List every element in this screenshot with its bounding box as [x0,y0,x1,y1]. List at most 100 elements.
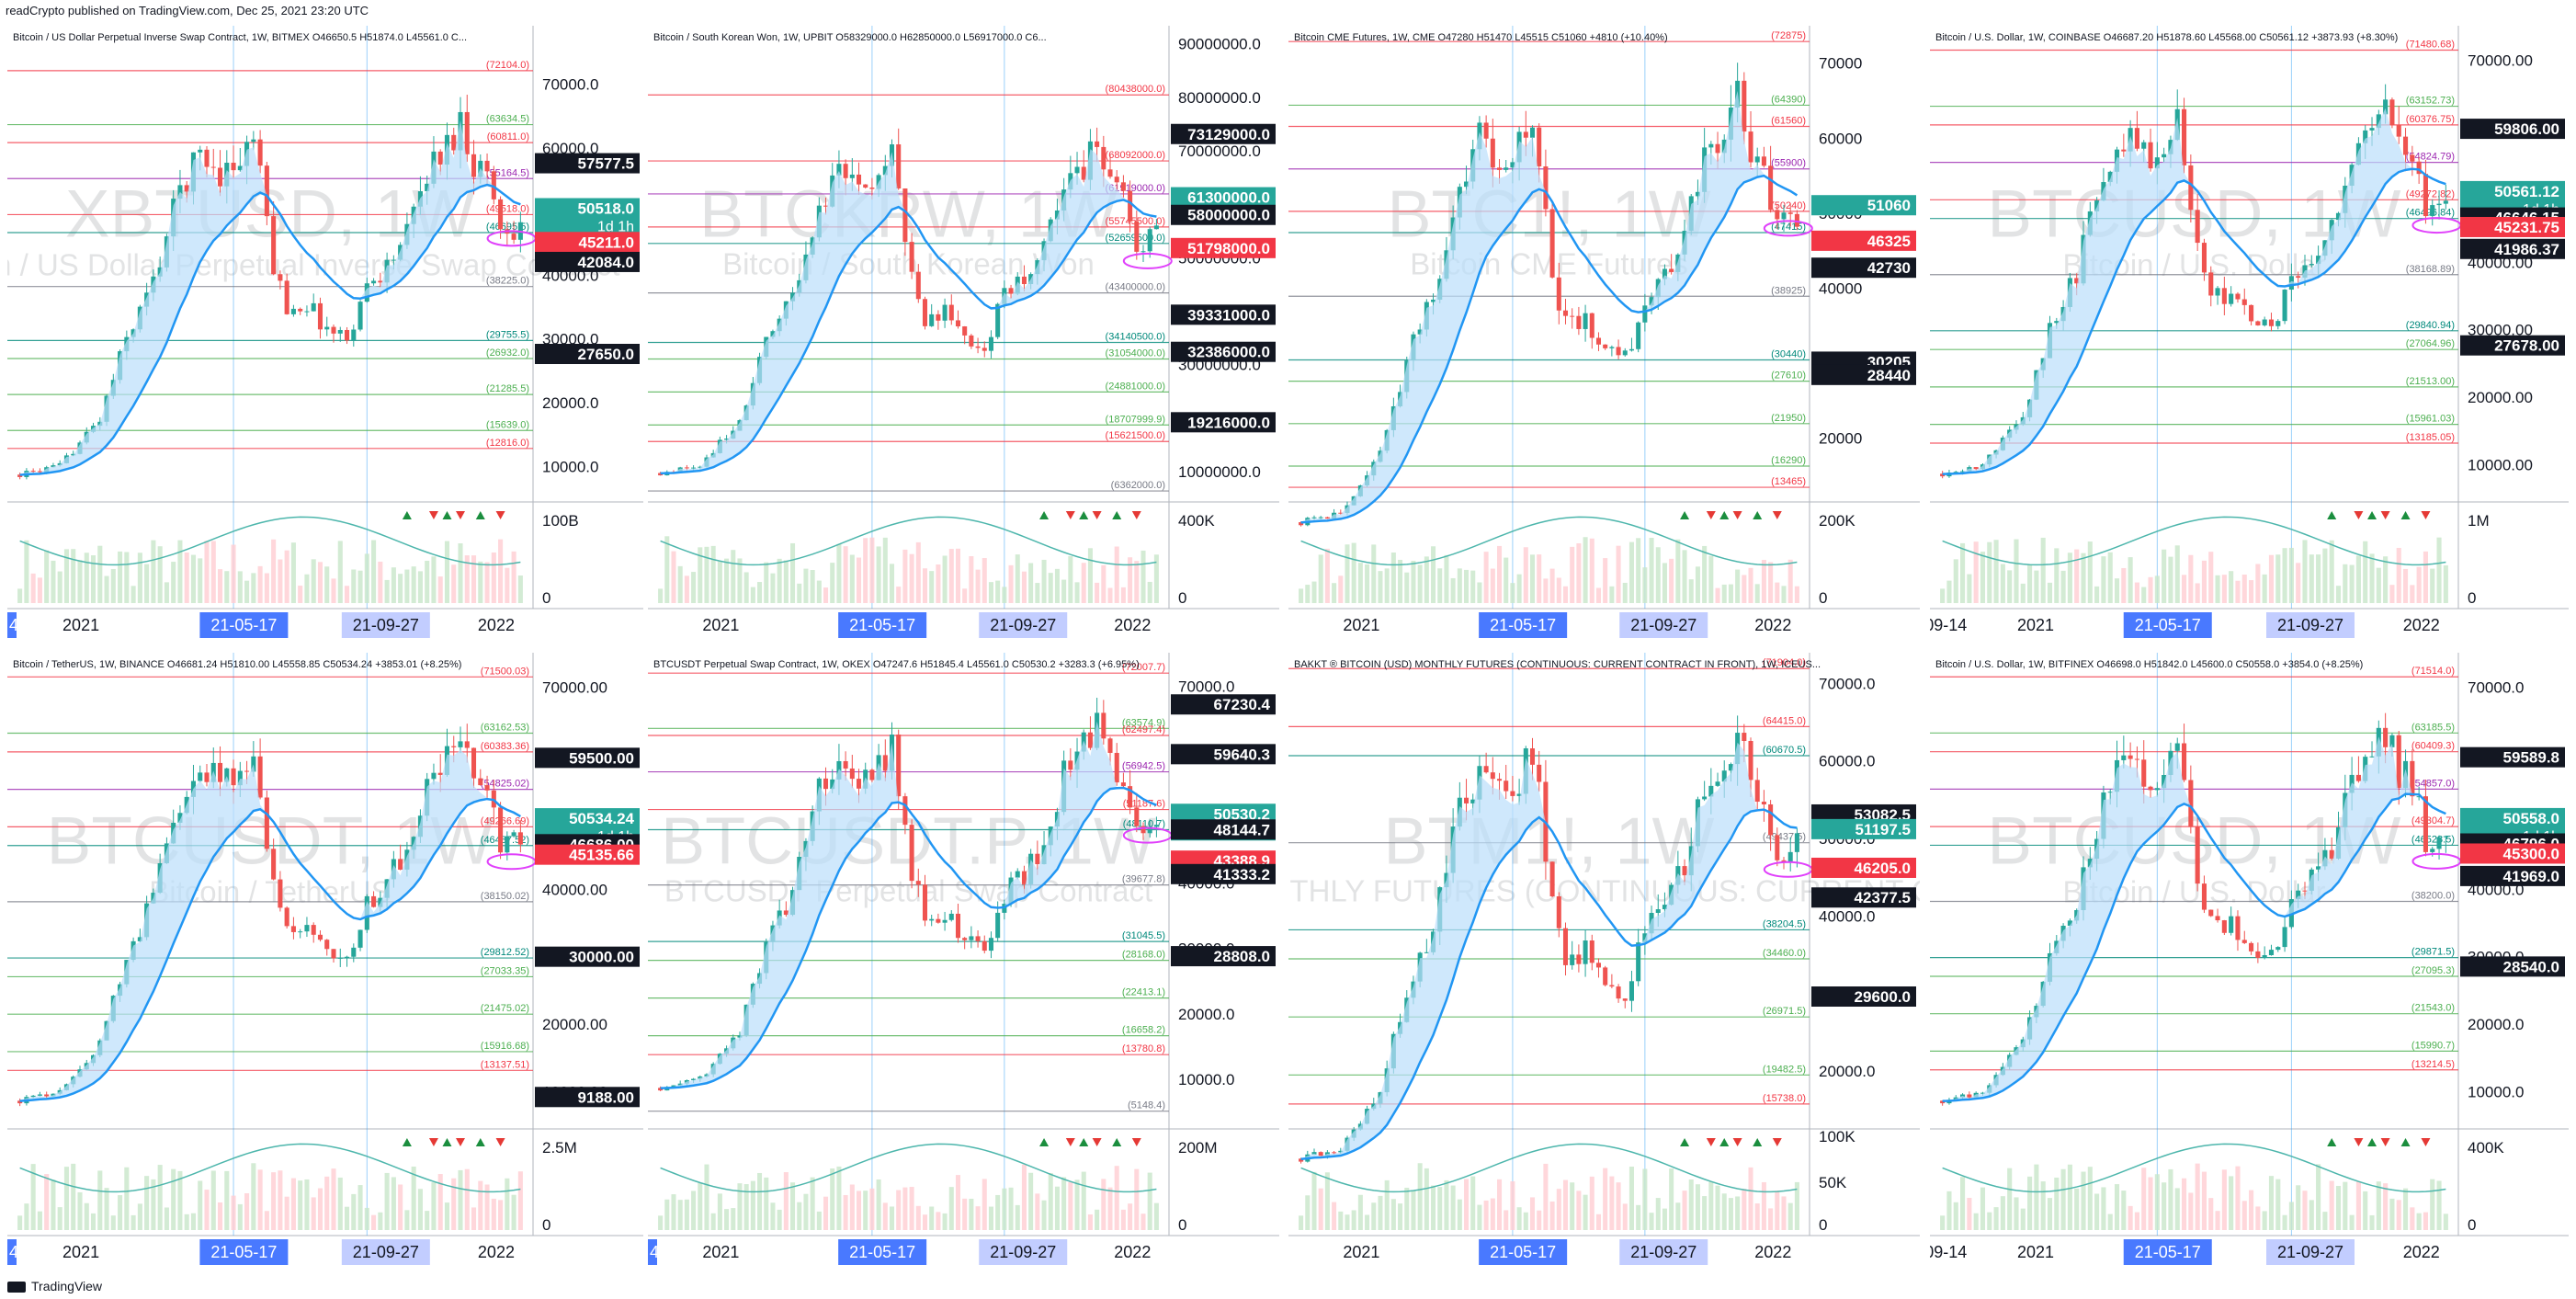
chart-svg[interactable]: BTM1!, 1W BAKKT ® BITCOIN (USD) MONTHLY F… [1288,653,1920,1271]
volume-bar [816,580,822,603]
candle [1543,166,1549,210]
price-badge-label: 42377.5 [1855,889,1911,906]
chart-panel[interactable]: BTC1!, 1W Bitcoin CME Futures (72875) (6439… [1288,26,1920,644]
volume-bar [2383,1183,2389,1230]
candle [1636,322,1641,349]
volume-bar [1384,1179,1390,1230]
volume-bar [304,574,310,603]
volume-bar [2302,1191,2308,1230]
volume-bar [2201,560,2207,603]
volume-bar [1061,579,1067,603]
volume-bar [1497,545,1503,603]
candle [2141,759,2147,787]
candle [658,1088,664,1091]
watermark-symbol: BTC1!, 1W [1387,178,1710,252]
candle [1068,760,1073,770]
candle [704,1074,709,1077]
volume-bar [969,556,974,603]
candle [311,302,316,312]
chart-panel[interactable]: BTCKRW, 1W Bitcoin / South Korean Won (804… [648,26,1279,644]
candle [1338,1150,1344,1153]
volume-bar [2363,541,2368,603]
volume-bar [2296,563,2301,603]
chart-panel[interactable]: BTCUSD, 1W Bitcoin / U.S. Dollar (71480.68… [1930,26,2569,644]
chart-panel[interactable]: BTCUSDT.P, 1W BTCUSDT Perpetual Swap Cont… [648,653,1279,1271]
ema-band [1942,108,2446,474]
level-label: (38150.02) [481,891,529,902]
candle [304,925,310,932]
candle [2174,743,2180,751]
volume-bar [1761,560,1766,603]
candle [1332,1152,1337,1154]
volume-bar [698,547,703,603]
signal-marker [1719,511,1730,519]
volume-bar [37,577,42,603]
volume-bar [1035,583,1040,603]
candle [1616,986,1621,999]
price-badge-bg [1171,819,1276,840]
candle [17,1100,23,1104]
candle [1529,748,1536,765]
signal-marker [2354,1138,2364,1146]
candle [1140,251,1146,253]
volume-bar [889,1206,895,1230]
volume-bar [2235,580,2241,603]
candle [1134,807,1140,826]
volume-bar [2141,587,2147,603]
candle [2134,758,2139,760]
candle [251,756,256,772]
level-label: (30440) [1771,349,1806,360]
volume-bar [257,565,263,603]
volume-bar [1728,1198,1733,1230]
candle [2296,890,2301,900]
candle [2430,205,2435,217]
level-label: (16658.2) [1122,1025,1165,1036]
candle [2249,942,2254,951]
candle [464,111,470,154]
volume-bar [431,556,437,603]
level-label: (80438000.0) [1106,84,1165,95]
volume-bar [1549,1201,1555,1230]
price-badge-bg [2460,335,2565,356]
candle [1628,348,1634,351]
price-badge-label: 19216000.0 [1187,414,1270,431]
signal-marker [402,1138,412,1146]
volume-bar [1794,586,1799,603]
candle [790,292,796,302]
volume-bar [1529,1197,1536,1230]
volume-bar [2020,1208,2026,1230]
volume-bar [757,1172,763,1230]
chart-panel[interactable]: BTCUSD, 1W Bitcoin / U.S. Dollar (71514.0)… [1930,653,2569,1271]
signal-marker [1732,1138,1742,1146]
chart-panel[interactable]: BTCUSDT, 1W Bitcoin / TetherUS (71500.03)(… [7,653,643,1271]
chart-panel[interactable]: BTM1!, 1W BAKKT ® BITCOIN (USD) MONTHLY F… [1288,653,1920,1271]
candle [1583,313,1588,329]
footer: TradingView [0,1274,2576,1299]
volume-bar [437,1174,443,1230]
volume-bar [137,1203,142,1230]
candle [1556,896,1561,929]
candle [1107,169,1113,177]
candle [2195,826,2200,884]
volume-bar [664,536,670,603]
y-tick-label: 20000.0 [542,394,598,412]
candle [290,926,296,932]
level-label: (22413.1) [1122,987,1165,998]
signal-marker [1112,1138,1122,1146]
price-badge-bg [1171,863,1276,884]
volume-bar [2296,1185,2301,1230]
candle [948,304,954,321]
price-badge-bg [535,1087,640,1108]
volume-bar [1371,1202,1377,1230]
volume-bar [1411,561,1416,603]
signal-marker [1079,511,1089,519]
volume-bar [471,555,477,603]
